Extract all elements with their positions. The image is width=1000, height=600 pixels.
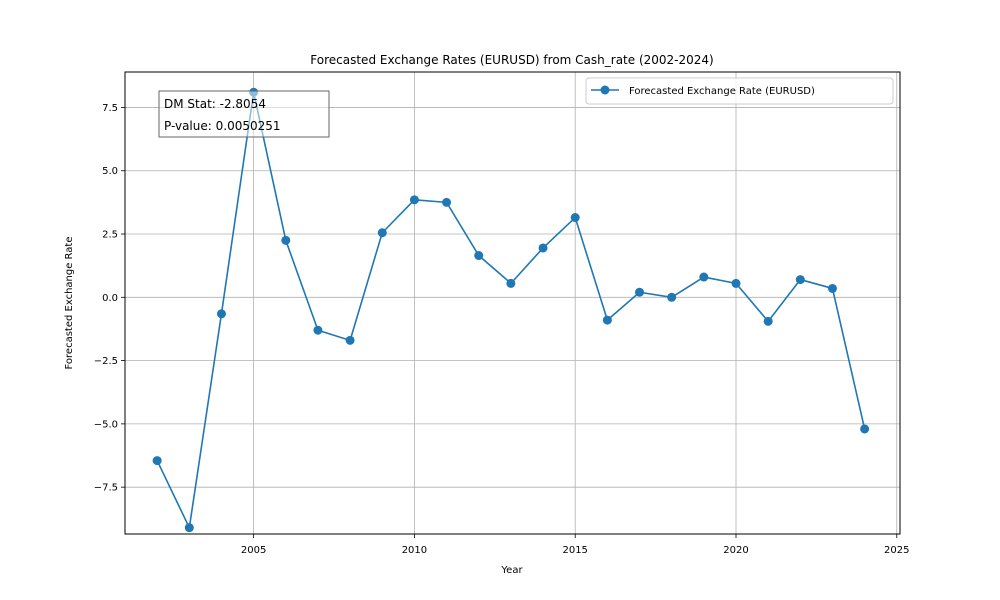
y-tick-label: 5.0 (102, 166, 118, 177)
legend: Forecasted Exchange Rate (EURUSD) (585, 77, 894, 105)
y-tick-label: 2.5 (102, 230, 118, 241)
y-tick-label: −5.0 (94, 419, 118, 430)
data-point-2014 (538, 243, 548, 253)
y-axis-ticks: −7.5 −5.0 −2.5 0.0 2.5 5.0 7.5 (94, 103, 125, 494)
data-point-2004 (216, 309, 226, 319)
annotation-box (158, 90, 330, 138)
chart-title: Forecasted Exchange Rates (EURUSD) from … (310, 53, 713, 67)
x-axis-ticks: 2005 2010 2015 2020 2025 (241, 534, 910, 556)
data-point-2003 (184, 523, 194, 533)
x-tick-label: 2020 (723, 545, 748, 556)
x-tick-label: 2015 (562, 545, 587, 556)
y-tick-label: −7.5 (94, 483, 118, 494)
legend-label: Forecasted Exchange Rate (EURUSD) (629, 86, 815, 97)
x-tick-label: 2010 (402, 545, 427, 556)
data-point-2007 (313, 325, 323, 335)
data-point-2016 (602, 315, 612, 325)
data-point-2019 (699, 272, 709, 282)
x-tick-label: 2025 (884, 545, 909, 556)
data-point-2023 (827, 283, 837, 293)
p-value-text: P-value: 0.0050251 (164, 119, 281, 133)
data-point-2009 (377, 228, 387, 238)
data-point-2012 (474, 251, 484, 261)
series-lines (156, 91, 866, 529)
grid-lines (125, 72, 900, 534)
legend-marker (600, 85, 610, 95)
dm-stat-annotation: DM Stat: -2.8054 P-value: 0.0050251 (158, 90, 330, 138)
data-point-2011 (442, 197, 452, 207)
data-point-2015 (570, 213, 580, 223)
plot-frame (124, 71, 901, 535)
dm-stat-text: DM Stat: -2.8054 (164, 97, 266, 111)
data-point-2002 (152, 456, 162, 466)
data-point-2008 (345, 335, 355, 345)
data-point-2006 (281, 235, 291, 245)
y-tick-label: −2.5 (94, 356, 118, 367)
y-axis-label: Forecasted Exchange Rate (64, 237, 75, 370)
data-point-2013 (506, 278, 516, 288)
legend-box (585, 77, 894, 105)
x-tick-label: 2005 (241, 545, 266, 556)
y-tick-label: 0.0 (102, 293, 118, 304)
y-tick-label: 7.5 (102, 103, 118, 114)
data-point-2021 (763, 316, 773, 326)
data-point-2018 (667, 292, 677, 302)
data-point-2017 (635, 287, 645, 297)
data-point-2020 (731, 278, 741, 288)
data-point-2024 (860, 424, 870, 434)
data-point-2010 (409, 195, 419, 205)
data-points (152, 87, 870, 533)
x-axis-label: Year (500, 565, 523, 576)
series-line (156, 91, 866, 529)
data-point-2022 (795, 275, 805, 285)
